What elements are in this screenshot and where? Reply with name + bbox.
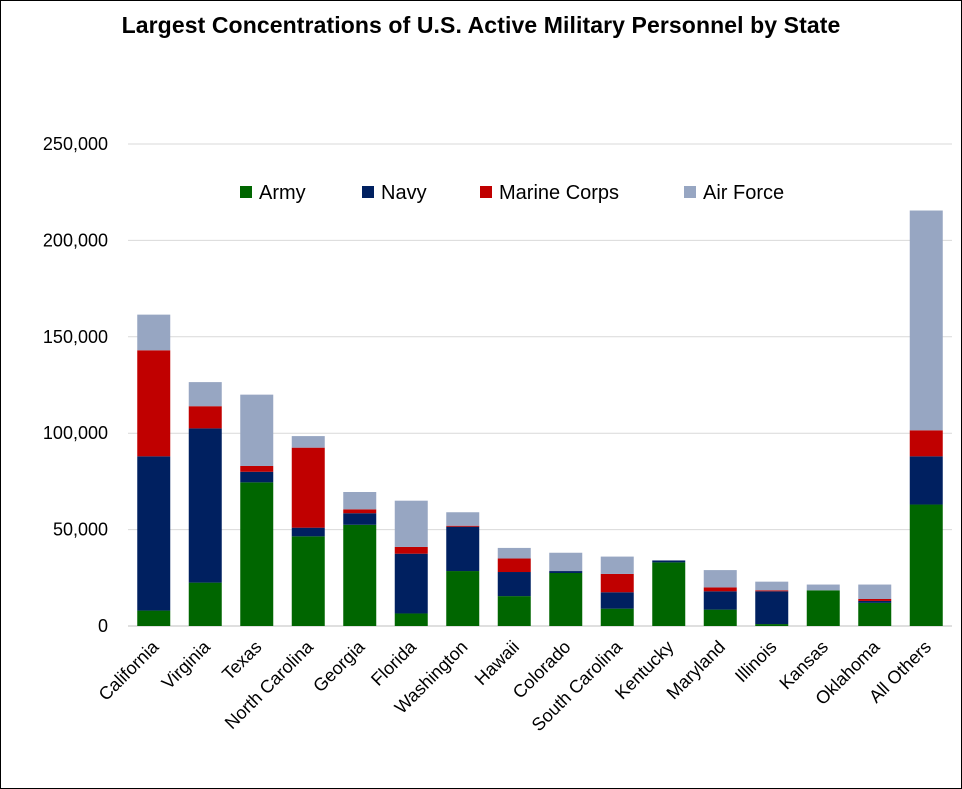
- x-tick-label: Texas: [218, 637, 265, 684]
- bar-segment-navy: [652, 560, 686, 563]
- x-tick-label: California: [95, 636, 164, 705]
- bar-segment-marine-corps: [755, 590, 789, 592]
- legend-swatch: [240, 186, 252, 198]
- bar-segment-air-force: [291, 436, 325, 448]
- y-tick-label: 0: [98, 616, 108, 636]
- y-tick-label: 100,000: [43, 423, 108, 443]
- bar-segment-marine-corps: [703, 587, 737, 592]
- bar-segment-air-force: [858, 584, 892, 600]
- bar-segment-marine-corps: [188, 406, 222, 429]
- bar-segment-marine-corps: [497, 558, 531, 573]
- bar-segment-army: [652, 562, 686, 626]
- bar-segment-navy: [343, 513, 377, 525]
- chart-title: Largest Concentrations of U.S. Active Mi…: [121, 12, 841, 38]
- legend-label: Marine Corps: [499, 182, 619, 204]
- x-tick-label: North Carolina: [221, 636, 318, 733]
- bar-segment-navy: [600, 592, 634, 609]
- bar-segment-army: [909, 504, 943, 626]
- legend-label: Air Force: [703, 182, 784, 204]
- bar-segment-navy: [858, 600, 892, 603]
- bar-segment-marine-corps: [291, 447, 325, 528]
- bar-segment-air-force: [600, 556, 634, 574]
- y-tick-label: 250,000: [43, 134, 108, 154]
- bar-segment-navy: [137, 456, 171, 611]
- legend-item-marine-corps: Marine Corps: [480, 182, 619, 204]
- legend-item-army: Army: [240, 182, 306, 204]
- bar-segment-marine-corps: [858, 599, 892, 601]
- y-tick-label: 50,000: [53, 520, 108, 540]
- bar-segment-marine-corps: [909, 430, 943, 457]
- bar-segment-air-force: [703, 570, 737, 588]
- bar-segment-marine-corps: [600, 573, 634, 593]
- bar-segment-navy: [446, 526, 480, 572]
- x-tick-label: Georgia: [309, 636, 369, 696]
- bar-segment-marine-corps: [137, 350, 171, 457]
- x-tick-label: South Carolina: [528, 636, 627, 735]
- bar-segment-navy: [240, 471, 274, 483]
- bar-segment-army: [858, 602, 892, 626]
- bar-segment-marine-corps: [394, 546, 428, 554]
- y-axis-ticks: 0 50,000 100,000 150,000 200,000 250,000: [43, 134, 108, 636]
- legend: Army Navy Marine Corps Air Force: [240, 182, 784, 204]
- bar-segment-army: [394, 613, 428, 626]
- bar-segment-army: [137, 610, 171, 626]
- bar-segment-air-force: [240, 394, 274, 466]
- x-tick-label: Illinois: [731, 637, 781, 687]
- bar-segment-marine-corps: [343, 509, 377, 514]
- bar-segment-air-force: [188, 382, 222, 407]
- bar-segment-air-force: [549, 552, 583, 572]
- bar-segment-navy: [755, 591, 789, 625]
- bar-segment-air-force: [137, 314, 171, 351]
- bar-segment-air-force: [343, 492, 377, 510]
- legend-item-navy: Navy: [362, 182, 427, 204]
- bar-segment-air-force: [806, 584, 840, 591]
- bar-segment-army: [188, 582, 222, 626]
- y-tick-label: 150,000: [43, 327, 108, 347]
- bar-segment-army: [446, 571, 480, 626]
- bar-segment-army: [240, 482, 274, 626]
- bar-segment-navy: [549, 571, 583, 573]
- legend-label: Army: [259, 182, 306, 204]
- legend-swatch: [684, 186, 696, 198]
- legend-label: Navy: [381, 182, 427, 204]
- bar-segment-army: [703, 609, 737, 626]
- legend-swatch: [362, 186, 374, 198]
- bar-segment-air-force: [446, 512, 480, 526]
- bar-segment-army: [755, 624, 789, 626]
- bar-segment-army: [549, 572, 583, 626]
- bar-segment-army: [497, 596, 531, 626]
- bar-segment-army: [806, 590, 840, 626]
- legend-swatch: [480, 186, 492, 198]
- bar-segment-army: [343, 524, 377, 626]
- bar-segment-navy: [703, 591, 737, 610]
- bar-segment-navy: [291, 527, 325, 537]
- bar-segment-navy: [394, 553, 428, 614]
- bar-segment-army: [600, 608, 634, 626]
- legend-item-air-force: Air Force: [684, 182, 784, 204]
- bar-segment-marine-corps: [240, 465, 274, 472]
- bar-segment-air-force: [394, 500, 428, 547]
- x-tick-label: Virginia: [158, 636, 215, 693]
- bar-segment-air-force: [497, 547, 531, 559]
- bar-segment-marine-corps: [446, 525, 480, 527]
- bar-segment-navy: [497, 572, 531, 597]
- bar-segment-air-force: [755, 581, 789, 591]
- y-tick-label: 200,000: [43, 230, 108, 250]
- bar-segment-army: [291, 536, 325, 626]
- bar-segment-navy: [188, 428, 222, 583]
- bar-segment-navy: [909, 456, 943, 505]
- bars: [137, 210, 943, 626]
- bar-segment-air-force: [909, 210, 943, 431]
